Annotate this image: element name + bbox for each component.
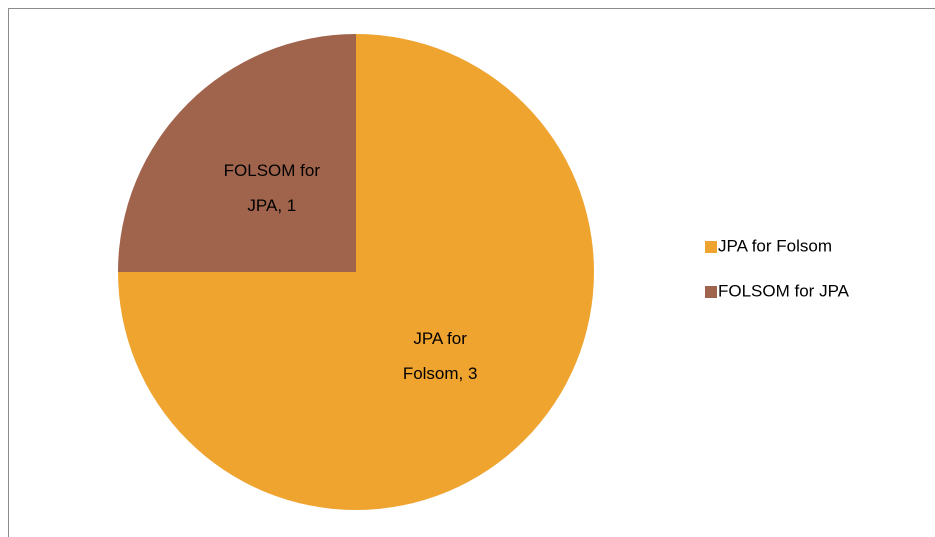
pie-slice (118, 34, 356, 272)
legend-label: FOLSOM for JPA (718, 281, 850, 300)
data-label-box: FOLSOM for JPA, 1 (223, 160, 321, 215)
data-label-box: JPA for Folsom, 3 (402, 329, 478, 384)
data-label: FOLSOM for JPA, 1 (223, 160, 321, 215)
legend-label: JPA for Folsom (718, 236, 832, 255)
legend-swatch (705, 241, 717, 253)
data-label: JPA for Folsom, 3 (402, 329, 478, 384)
legend-swatch (705, 286, 717, 298)
